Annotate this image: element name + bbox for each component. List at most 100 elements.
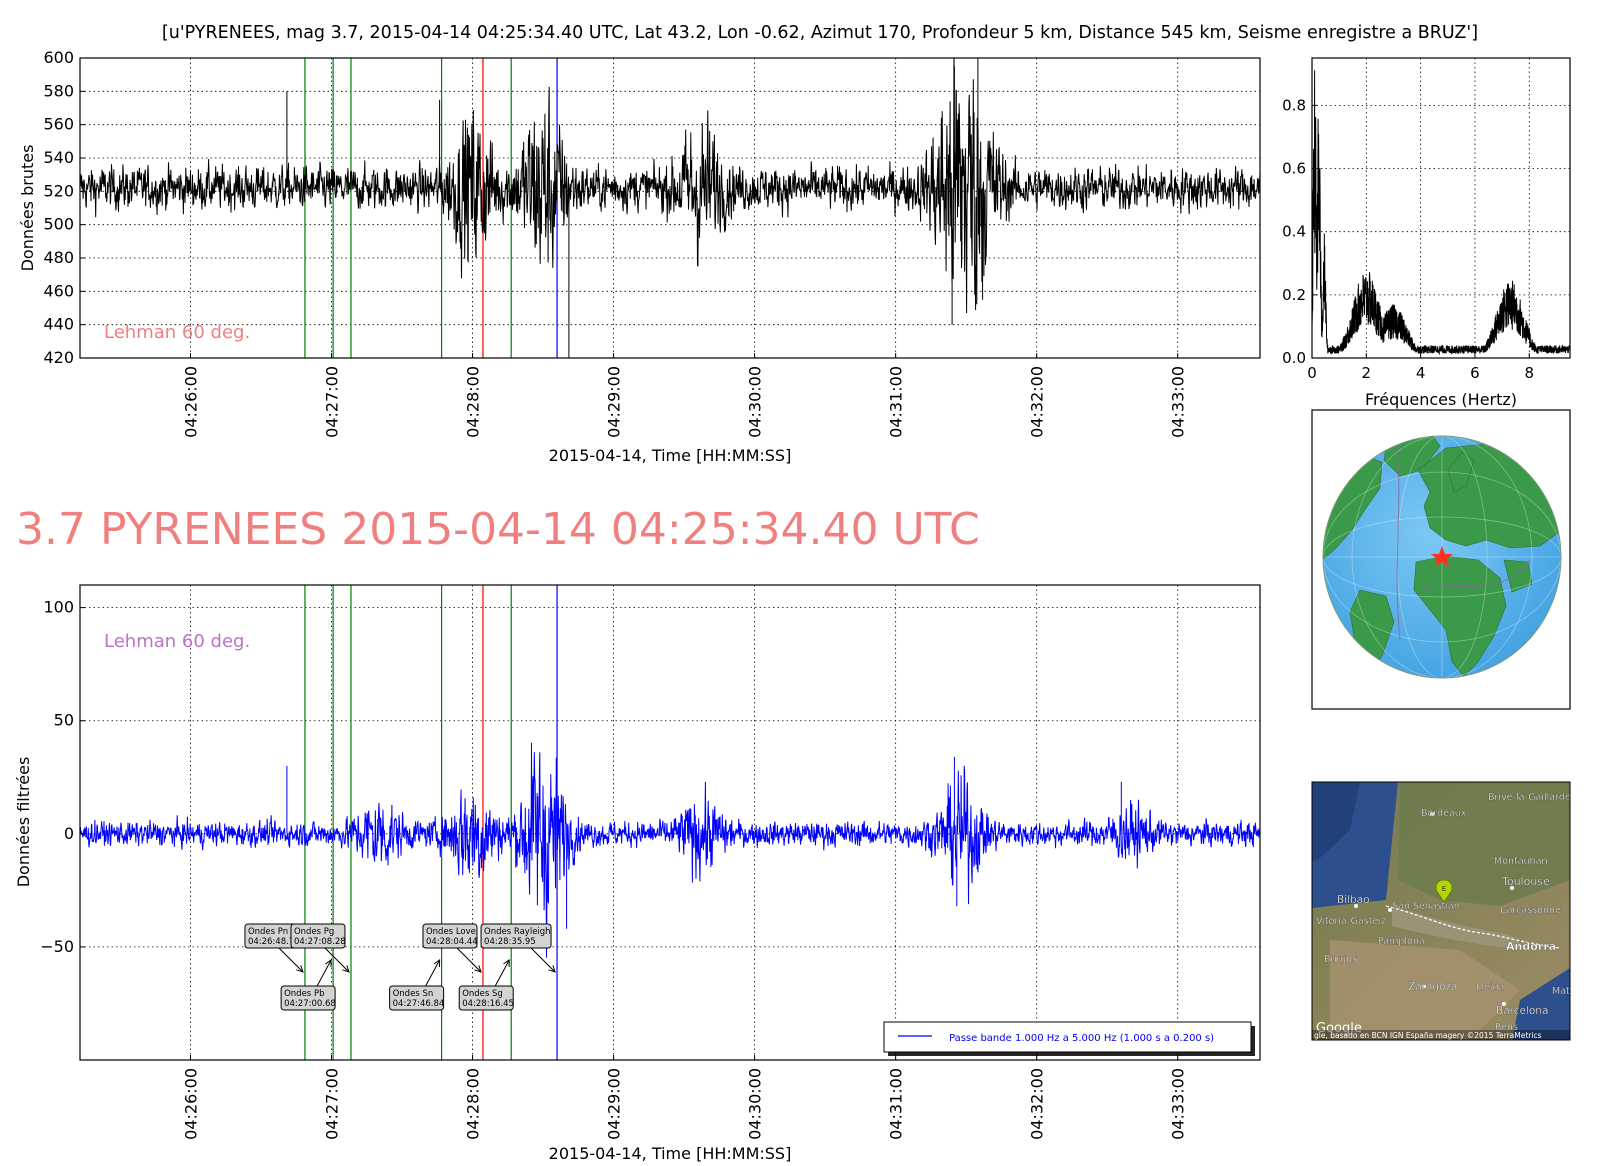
x-tick-label: 04:31:00 <box>887 366 906 438</box>
raw-trace <box>80 58 1260 358</box>
map-label-city: Andorra <box>1506 940 1556 953</box>
raw-ylabel: Données brutes <box>18 145 37 272</box>
map-label-city: Matar <box>1552 986 1580 997</box>
phase-label-name: Ondes Sg <box>462 989 503 999</box>
phase-label-time: 04:28:04.44 <box>426 937 478 947</box>
phase-label-time: 04:26:48.70 <box>248 937 300 947</box>
phase-arrow <box>425 959 441 987</box>
filtered-axes-frame <box>79 584 1261 1061</box>
filtered-annotation: Lehman 60 deg. <box>104 631 250 652</box>
x-tick-label: 04:27:00 <box>323 1068 342 1140</box>
filtered-yticks: 100 50 0 −50 <box>40 598 85 956</box>
x-tick-label: 6 <box>1470 364 1480 382</box>
y-tick-label: 50 <box>54 711 74 730</box>
filtered-ylabel: Données filtrées <box>14 757 33 888</box>
y-tick-label: 480 <box>43 248 74 267</box>
map-label-city: Brive-la-Gaillarde <box>1488 792 1571 803</box>
map-label-city: Montauban <box>1494 856 1547 867</box>
y-tick-label: 600 <box>43 48 74 67</box>
y-tick-label: 0 <box>64 824 74 843</box>
y-tick-label: −50 <box>40 937 74 956</box>
filtered-xlabel: 2015-04-14, Time [HH:MM:SS] <box>549 1144 792 1163</box>
y-tick-label: 520 <box>43 181 74 200</box>
phase-label-name: Ondes Love <box>426 927 476 937</box>
phase-arrow <box>324 947 350 973</box>
map-credit: gle, basado en BCN IGN España magery ©20… <box>1314 1031 1542 1040</box>
map-label-city: Bordeaux <box>1421 808 1467 819</box>
spectrum-grid <box>1312 58 1570 358</box>
x-tick-label: 04:30:00 <box>746 1068 765 1140</box>
x-tick-label: 04:32:00 <box>1028 366 1047 438</box>
map-label-city: Carcassonne <box>1500 905 1561 916</box>
x-tick-label: 04:27:00 <box>323 366 342 438</box>
filtered-legend: Passe bande 1.000 Hz a 5.000 Hz (1.000 s… <box>883 1021 1255 1056</box>
y-tick-label: 0.0 <box>1282 349 1306 367</box>
map-label-city: Toulouse <box>1501 875 1550 888</box>
y-tick-label: 580 <box>43 81 74 100</box>
filtered-xticks: 04:26:00 04:27:00 04:28:00 04:29:00 04:30:00… <box>181 1055 1188 1140</box>
map-label-city: Pamplona <box>1378 936 1425 947</box>
spectrum-trace <box>1312 70 1570 356</box>
y-tick-label: 460 <box>43 281 74 300</box>
map-pin-label: E <box>1442 885 1446 893</box>
map-label-city: Barcelona <box>1496 1005 1548 1017</box>
phase-label-name: Ondes Pn <box>248 927 288 937</box>
x-tick-label: 04:31:00 <box>887 1068 906 1140</box>
x-tick-label: 04:33:00 <box>1169 1068 1188 1140</box>
x-tick-label: 04:28:00 <box>464 366 483 438</box>
filtered-grid <box>80 585 1260 1060</box>
x-tick-label: 04:29:00 <box>605 1068 624 1140</box>
y-tick-label: 0.6 <box>1282 160 1306 178</box>
phase-arrow <box>456 947 482 973</box>
legend-label: Passe bande 1.000 Hz a 5.000 Hz (1.000 s… <box>949 1033 1214 1044</box>
x-tick-label: 0 <box>1307 364 1317 382</box>
phase-arrow <box>278 947 304 973</box>
phase-label-time: 04:27:46.84 <box>393 999 445 1009</box>
x-tick-label: 8 <box>1524 364 1534 382</box>
phase-label-name: Ondes Pb <box>284 989 324 999</box>
phase-label-time: 04:27:00.68 <box>284 999 336 1009</box>
phase-label-time: 04:28:35.95 <box>484 937 536 947</box>
figure-title: [u'PYRENEES, mag 3.7, 2015-04-14 04:25:3… <box>162 23 1478 43</box>
x-tick-label: 04:32:00 <box>1028 1068 1047 1140</box>
map-label-city: Lleida <box>1476 982 1504 993</box>
x-tick-label: 04:26:00 <box>181 366 200 438</box>
phase-arrow <box>316 959 332 987</box>
spectrum-panel: 0.8 0.6 0.4 0.2 0.0 0 2 4 6 8 Fréquences (Hertz) <box>1282 57 1571 409</box>
epicenter-star-icon <box>1431 546 1453 567</box>
y-tick-label: 540 <box>43 148 74 167</box>
y-tick-label: 0.2 <box>1282 286 1306 304</box>
raw-xticks: 04:26:00 04:27:00 04:28:00 04:29:00 04:30:00… <box>181 353 1188 438</box>
map-label-city: Zaragoza <box>1408 981 1457 993</box>
y-tick-label: 0.4 <box>1282 223 1306 241</box>
x-tick-label: 2 <box>1362 364 1372 382</box>
x-tick-label: 04:33:00 <box>1169 366 1188 438</box>
x-tick-label: 4 <box>1416 364 1426 382</box>
map-label-city: Burgos <box>1324 954 1357 965</box>
x-tick-label: 04:26:00 <box>181 1068 200 1140</box>
raw-annotation: Lehman 60 deg. <box>104 322 250 343</box>
map-label-city: Reus <box>1495 1022 1518 1033</box>
spectrum-xlabel: Fréquences (Hertz) <box>1365 390 1517 409</box>
map-label-city: San Sebastián <box>1392 901 1460 912</box>
spectrum-axes-frame <box>1311 57 1571 359</box>
phase-arrow <box>494 959 510 987</box>
filtered-panel: 100 50 0 −50 04:26:00 04:27:00 04:28:00 04:29:… <box>14 584 1261 1163</box>
phase-label-name: Ondes Pg <box>294 927 334 937</box>
raw-axes-frame <box>79 57 1261 359</box>
y-tick-label: 500 <box>43 215 74 234</box>
globe-map <box>1311 409 1571 710</box>
y-tick-label: 100 <box>43 598 74 617</box>
regional-map: Brive-la-Gaillarde Bordeaux Montauban To… <box>1311 781 1580 1041</box>
y-tick-label: 440 <box>43 315 74 334</box>
map-label-city: Vitoria-Gasteiz <box>1316 916 1386 927</box>
spectrum-xticks: 0 2 4 6 8 <box>1307 353 1534 382</box>
